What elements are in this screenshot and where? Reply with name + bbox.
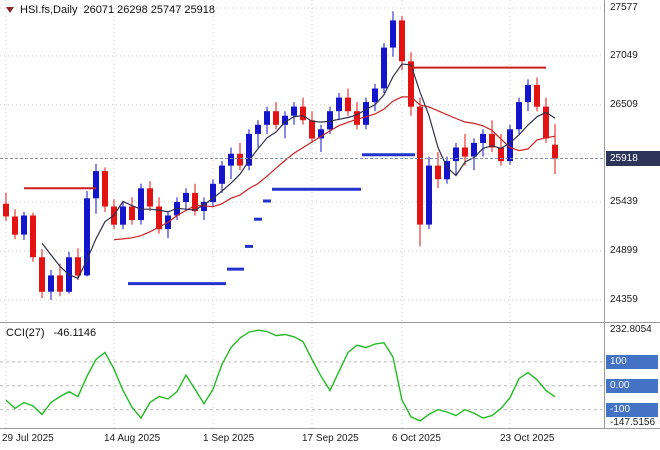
indicator-level-label: 100	[606, 354, 658, 369]
price-axis-label: 27577	[610, 1, 638, 13]
indicator-chart-canvas[interactable]	[0, 323, 604, 428]
time-axis-label: 17 Sep 2025	[302, 433, 359, 444]
indicator-readout: CCI(27) -46.1146	[6, 327, 96, 339]
axis-separator-vertical	[604, 0, 605, 428]
indicator-max-label: 232.8054	[610, 324, 652, 335]
indicator-level-label: -100	[606, 402, 658, 417]
indicator-name-label: CCI(27)	[6, 327, 45, 339]
time-axis-label: 14 Aug 2025	[104, 433, 161, 444]
indicator-value-label: -46.1146	[53, 327, 97, 339]
time-axis-label: 29 Jul 2025	[2, 433, 54, 444]
panel-separator[interactable]	[0, 322, 660, 323]
last-price-badge: 25918	[606, 150, 660, 166]
time-axis[interactable]: 29 Jul 2025 14 Aug 2025 1 Sep 2025 17 Sep 2…	[0, 429, 660, 450]
ohlc-readout: 26071 26298 25747 25918	[83, 4, 215, 16]
symbol-marker-icon	[6, 7, 14, 13]
price-axis-label: 24899	[610, 245, 638, 257]
time-axis-separator	[0, 428, 660, 429]
price-axis[interactable]: 27577 27049 26509 25439 24899 24359	[605, 0, 660, 322]
symbol-info: HSI.fs,Daily 26071 26298 25747 25918	[6, 4, 215, 16]
main-chart-area[interactable]: HSI.fs,Daily 26071 26298 25747 25918	[0, 0, 604, 322]
time-axis-label: 6 Oct 2025	[392, 433, 441, 444]
symbol-timeframe-label: HSI.fs,Daily	[20, 4, 78, 16]
time-axis-label: 23 Oct 2025	[500, 433, 555, 444]
price-axis-label: 26509	[610, 98, 638, 110]
main-chart-canvas[interactable]	[0, 0, 604, 322]
price-axis-label: 24359	[610, 294, 638, 306]
indicator-level-label: 0.00	[606, 378, 658, 393]
price-axis-label: 25439	[610, 196, 638, 208]
indicator-min-label: -147.5156	[610, 417, 656, 428]
price-axis-label: 27049	[610, 49, 638, 61]
cci-indicator-panel[interactable]: CCI(27) -46.1146	[0, 323, 604, 428]
indicator-axis[interactable]: 232.8054 100 0.00 -100 -147.5156	[605, 323, 660, 428]
time-axis-label: 1 Sep 2025	[203, 433, 255, 444]
